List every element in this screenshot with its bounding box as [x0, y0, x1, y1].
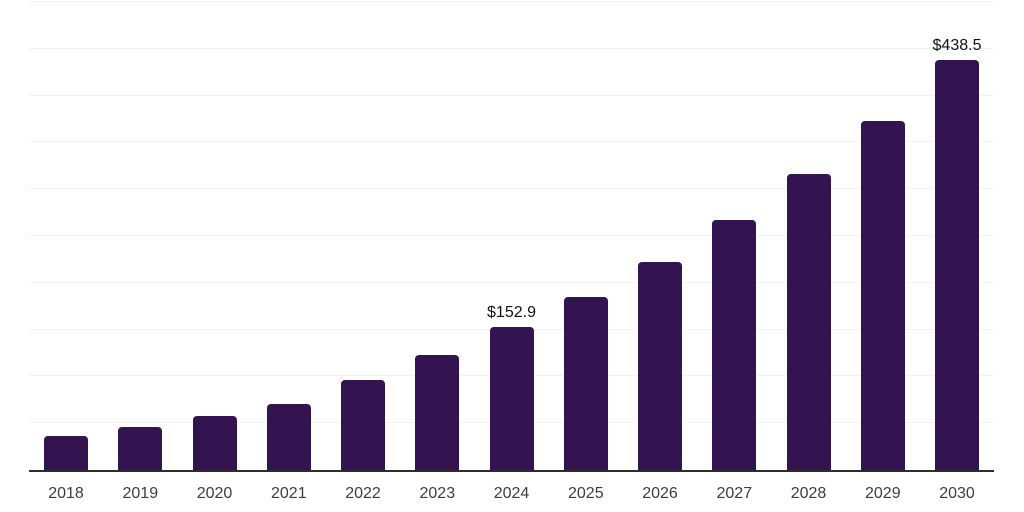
- bar-2027[interactable]: [712, 220, 757, 470]
- gridline: [29, 94, 994, 96]
- x-tick-label-2030: 2030: [939, 485, 975, 502]
- gridline: [29, 235, 994, 236]
- bar-2023[interactable]: [415, 355, 460, 470]
- bar-2026[interactable]: [638, 262, 682, 470]
- bar-2021[interactable]: [266, 403, 311, 470]
- x-tick-label-2028: 2028: [790, 485, 827, 502]
- x-tick-label-2029: 2029: [865, 485, 901, 502]
- x-tick-label-2019: 2019: [122, 485, 159, 502]
- bar-2019[interactable]: [118, 427, 163, 470]
- x-tick-label-2027: 2027: [716, 485, 753, 502]
- gridline: [29, 141, 994, 143]
- bar-value-label-2030: $438.5: [932, 36, 982, 54]
- x-tick-label-2020: 2020: [196, 485, 233, 502]
- x-tick-label-2023: 2023: [419, 485, 456, 502]
- plot-area: $152.9 $438.5: [29, 1, 994, 472]
- bar-2025[interactable]: [563, 296, 608, 470]
- gridline: [29, 47, 994, 49]
- x-tick-label-2021: 2021: [271, 485, 307, 502]
- x-tick-label-2018: 2018: [48, 485, 84, 502]
- bar-2022[interactable]: [341, 380, 385, 470]
- bar-2028[interactable]: [786, 173, 831, 470]
- x-tick-label-2022: 2022: [345, 485, 381, 502]
- bar-2018[interactable]: [44, 435, 88, 470]
- gridline: [29, 1, 994, 2]
- x-tick-label-2024: 2024: [493, 485, 530, 502]
- bar-2029[interactable]: [860, 120, 905, 470]
- x-tick-label-2025: 2025: [568, 485, 604, 502]
- bar-value-label-2024: $152.9: [487, 303, 536, 321]
- gridline: [29, 188, 994, 190]
- gridline: [29, 281, 994, 283]
- x-tick-label-2026: 2026: [642, 485, 678, 502]
- bar-2020[interactable]: [192, 416, 237, 470]
- bar-2030[interactable]: [935, 59, 979, 470]
- bar-2024[interactable]: [489, 326, 534, 470]
